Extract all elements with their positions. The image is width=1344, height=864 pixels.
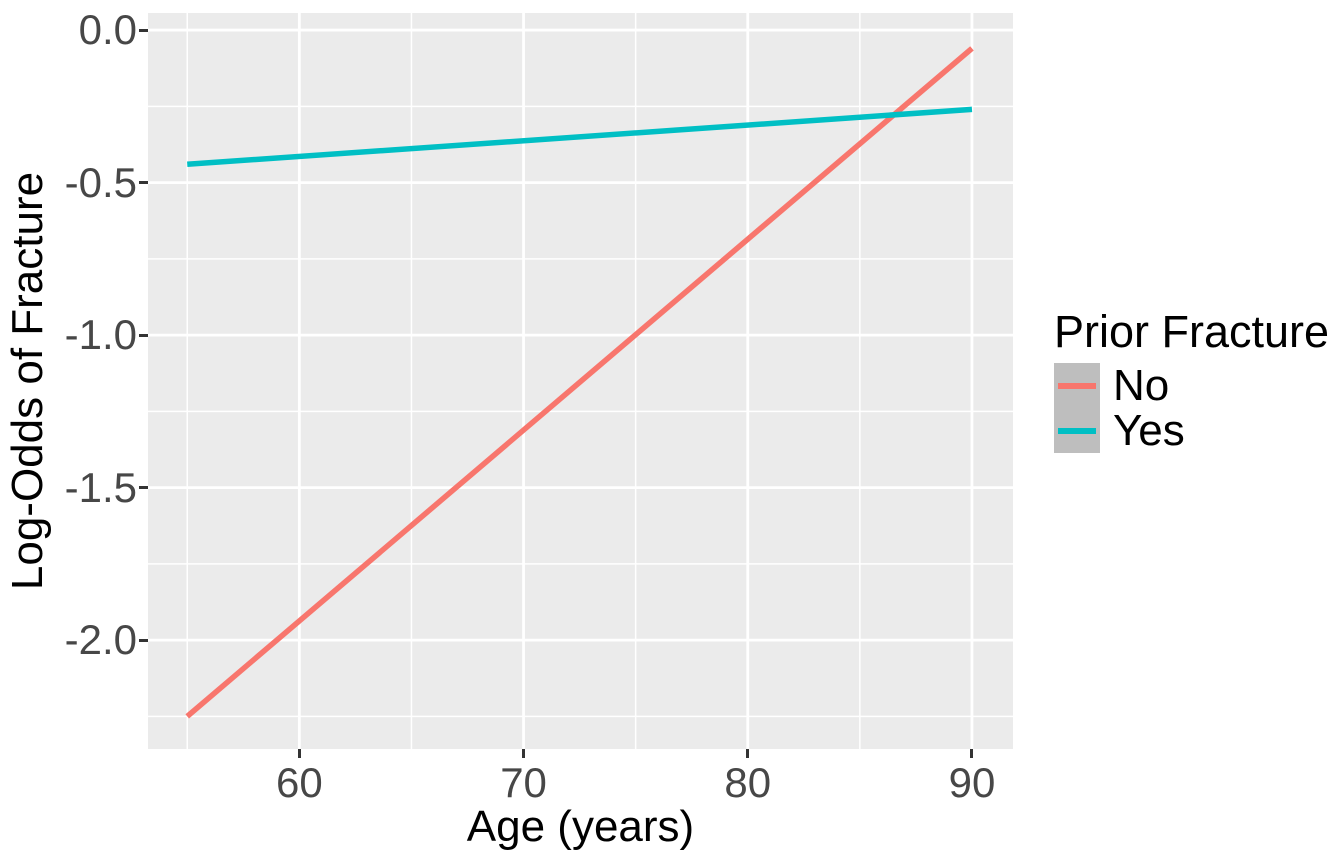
x-tick-label: 80 [724, 759, 772, 806]
y-tick-label: 0.0 [78, 6, 137, 54]
x-tick-mark [746, 749, 750, 758]
x-tick-label: 60 [275, 759, 323, 806]
x-axis-title: Age (years) [466, 802, 695, 851]
x-tick-mark [970, 749, 974, 758]
y-tick-label: -1.0 [64, 311, 137, 359]
y-tick-mark [139, 486, 148, 490]
y-tick-mark [139, 181, 148, 185]
x-tick-mark [297, 749, 301, 758]
legend-label-no: No [1113, 361, 1170, 410]
x-tick-label: 70 [500, 759, 547, 806]
plot-lines-canvas [148, 13, 1013, 749]
legend-key-no [1054, 363, 1100, 408]
y-axis-title: Log-Odds of Fracture [3, 171, 52, 591]
y-tick-label: -1.5 [64, 463, 137, 511]
x-tick-label: 90 [948, 759, 996, 806]
legend: Prior Fracture No Yes [1054, 306, 1329, 453]
y-tick-label: -2.0 [64, 616, 137, 664]
legend-item-no: No [1054, 363, 1329, 408]
legend-label-yes: Yes [1113, 406, 1185, 455]
y-tick-mark [139, 28, 148, 32]
y-tick-mark [139, 638, 148, 642]
legend-key-yes [1054, 408, 1100, 453]
legend-key-line-teal-icon [1058, 427, 1096, 434]
x-tick-mark [522, 749, 526, 758]
legend-item-yes: Yes [1054, 408, 1329, 453]
y-tick-label: -0.5 [64, 158, 137, 206]
y-tick-mark [139, 333, 148, 337]
legend-title: Prior Fracture [1054, 306, 1330, 357]
legend-key-line-red-icon [1058, 382, 1096, 389]
plot-panel [148, 13, 1013, 749]
series-line-yes [187, 106, 973, 168]
series-line-no [185, 46, 974, 719]
